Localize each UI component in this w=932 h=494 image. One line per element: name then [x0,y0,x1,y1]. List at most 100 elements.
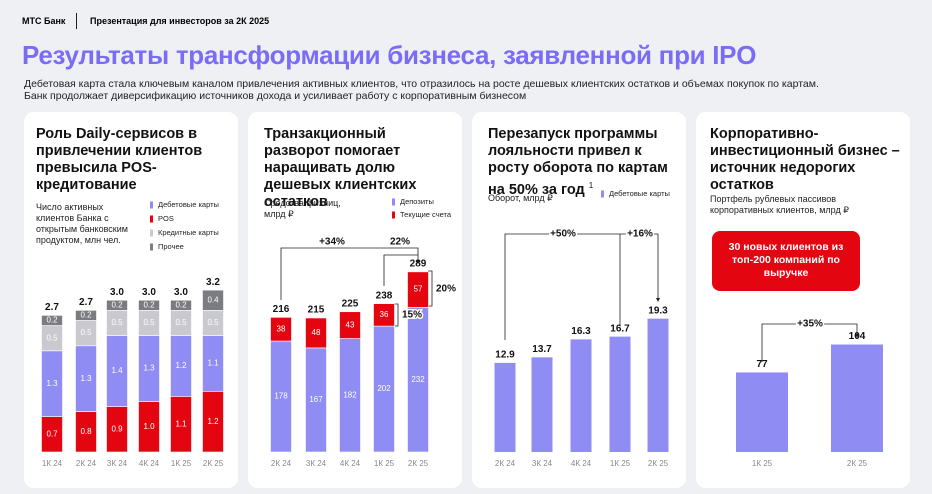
segment-label: 38 [277,324,286,333]
axis-label: Портфель рублевых пассивов корпоративных… [710,194,849,215]
segment-label: 0.2 [111,300,123,309]
x-tick-label: 1К 25 [610,459,631,468]
legend-label: Дебетовые карты [609,189,670,198]
legend-swatch [392,211,395,219]
value-label: 19.3 [648,305,668,316]
total-label: 225 [342,298,359,309]
x-tick-label: 2К 24 [76,459,97,468]
segment-label: 0.5 [46,333,58,342]
total-label: 2.7 [45,302,59,313]
bar-segment [41,315,63,326]
value-label: 16.7 [610,323,630,334]
legend-swatch [150,243,153,251]
segment-label: 1.2 [175,361,187,370]
x-tick-label: 1К 24 [42,459,63,468]
x-tick-label: 4К 24 [340,459,361,468]
legend-label: Текущие счета [400,210,452,219]
x-tick-label: 1К 25 [171,459,192,468]
segment-label: 48 [312,328,321,337]
segment-label: 182 [343,390,357,399]
total-label: 3.0 [110,287,124,298]
bar-segment [407,271,429,308]
total-label: 216 [273,304,290,315]
segment-label: 202 [377,384,391,393]
bar [831,344,883,452]
bar [531,357,553,452]
x-tick-label: 2К 25 [847,459,868,468]
segment-label: 1.2 [207,417,219,426]
segment-label: 0.5 [80,328,92,337]
section: Презентация для инвесторов за 2К 2025 [90,16,270,26]
segment-label: 57 [414,285,423,294]
bar-segment [170,299,192,311]
x-tick-label: 3К 24 [532,459,553,468]
annotation: +16% [627,229,653,240]
separator [76,13,77,29]
segment-label: 1.3 [46,379,58,388]
subtitle: Дебетовая карта стала ключевым каналом п… [24,78,819,90]
legend-label: Прочее [158,242,184,251]
subtitle: Банк продолжает диверсификацию источнико… [24,90,527,102]
x-tick-label: 1К 25 [374,459,395,468]
segment-label: 0.8 [80,427,92,436]
callout-text: 30 новых клиентов из топ-200 компаний по… [728,241,844,279]
segment-label: 0.2 [46,316,58,325]
segment-label: 1.3 [80,374,92,383]
annotation: +34% [319,237,345,248]
x-tick-label: 2К 25 [648,459,669,468]
bar-segment [339,311,361,339]
total-label: 3.0 [174,287,188,298]
segment-label: 1.3 [143,364,155,373]
x-tick-label: 2К 25 [408,459,429,468]
segment-label: 1.1 [207,359,219,368]
chart-title: Транзакционный разворот помогает наращив… [264,126,417,210]
legend-label: Депозиты [400,197,434,206]
segment-label: 1.1 [175,419,187,428]
segment-label: 0.2 [175,300,187,309]
bar-segment [270,317,292,342]
bar-segment [75,310,97,321]
segment-label: 1.0 [143,422,155,431]
segment-label: 43 [346,320,355,329]
value-label: 77 [756,359,768,370]
total-label: 215 [308,305,325,316]
segment-label: 0.9 [111,424,123,433]
bar [609,336,631,452]
value-label: 104 [849,331,866,342]
axis-label: Число активных клиентов Банка с открытым… [36,202,128,245]
segment-label: 178 [274,392,288,401]
segment-label: 0.4 [207,295,219,304]
callout-box [712,231,860,291]
value-label: 12.9 [495,350,515,361]
chart-title: Перезапуск программы лояльности привел к… [488,126,680,199]
bar-segment [373,303,395,327]
bar-segment [138,299,160,311]
x-tick-label: 2К 25 [203,459,224,468]
bar [494,362,516,452]
legend-swatch [601,190,604,198]
legend-label: POS [158,214,174,223]
legend-swatch [150,229,153,237]
chart-title: Роль Daily-сервисов в привлечении клиент… [36,126,203,193]
value-label: 13.7 [532,344,552,355]
x-tick-label: 4К 24 [139,459,160,468]
bar-segment [202,289,224,311]
x-tick-label: 3К 24 [306,459,327,468]
segment-label: 0.7 [46,429,58,438]
total-label: 2.7 [79,297,93,308]
bar [570,339,592,452]
annotation: 20% [436,284,456,295]
legend-swatch [150,215,153,223]
page-title: Результаты трансформации бизнеса, заявле… [22,40,757,70]
brackets [280,233,859,362]
legend-swatch [392,198,395,206]
segment-label: 36 [380,310,389,319]
total-label: 3.2 [206,277,220,288]
footnote-mark: 1 [588,181,594,190]
bar-segment [106,299,128,311]
segment-label: 167 [309,395,323,404]
axis-label: Средства физлиц, млрд ₽ [264,198,341,219]
segment-label: 232 [411,375,425,384]
